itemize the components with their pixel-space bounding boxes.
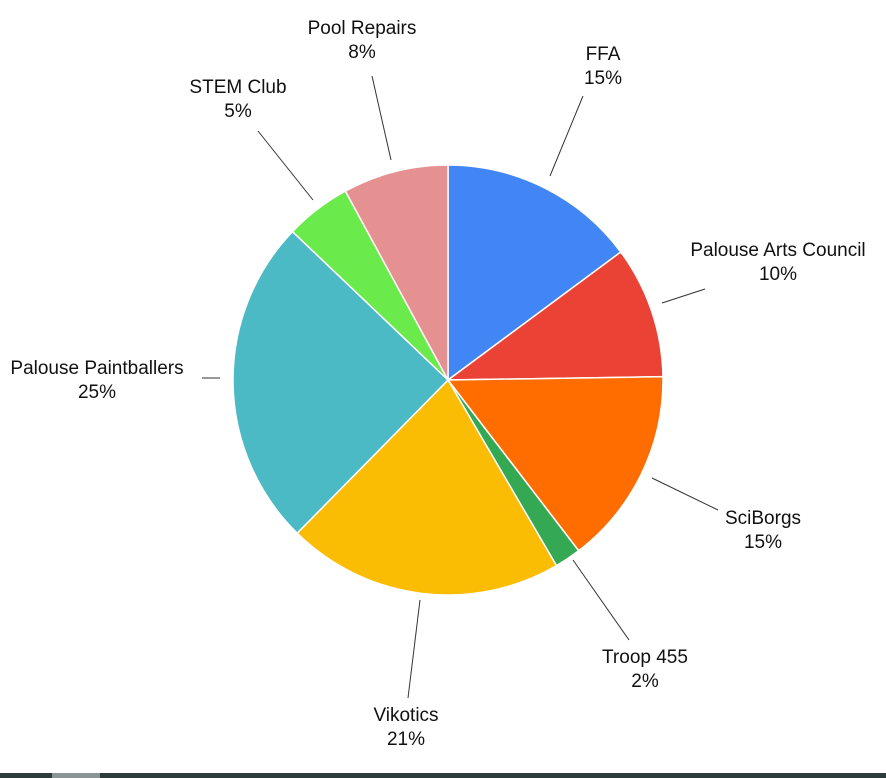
pie-slice-vikotics [296, 378, 558, 596]
slice-name-sciborgs: SciBorgs [725, 508, 801, 529]
slice-label-troop-455: Troop 455 2% [602, 647, 688, 692]
slice-name-pool-repairs: Pool Repairs [308, 18, 417, 39]
slice-labels: FFA 15% Palouse Arts Council 10% SciBorgs 15%… [10, 18, 865, 750]
leader-line-palouse-arts-council [661, 288, 706, 304]
slice-label-ffa: FFA 15% [584, 44, 622, 89]
window-bottom-bar-highlight [52, 773, 100, 778]
slice-percent-palouse-paintballers: 25% [78, 382, 116, 403]
slice-percent-vikotics: 21% [387, 729, 425, 750]
pie-slice-pool-repairs [344, 164, 449, 381]
slice-label-stem-club: STEM Club 5% [189, 77, 286, 122]
pie-slices [232, 164, 664, 596]
slice-percent-ffa: 15% [584, 68, 622, 89]
slice-name-vikotics: Vikotics [373, 705, 438, 726]
slice-label-palouse-paintballers: Palouse Paintballers 25% [10, 358, 183, 403]
leader-line-troop-455 [572, 559, 630, 641]
slice-name-palouse-paintballers: Palouse Paintballers [10, 358, 183, 379]
slice-label-vikotics: Vikotics 21% [373, 705, 438, 750]
slice-percent-sciborgs: 15% [744, 532, 782, 553]
leader-line-stem-club [257, 130, 314, 201]
slice-percent-troop-455: 2% [631, 671, 659, 692]
pie-slice-ffa [447, 164, 622, 382]
leader-lines [202, 75, 719, 699]
slice-name-ffa: FFA [586, 44, 621, 65]
slice-percent-palouse-arts-council: 10% [759, 264, 797, 285]
leader-line-pool-repairs [371, 75, 392, 161]
slice-percent-pool-repairs: 8% [348, 42, 376, 63]
leader-line-sciborgs [651, 477, 719, 511]
slice-label-sciborgs: SciBorgs 15% [725, 508, 801, 553]
pie-slice-palouse-arts-council [445, 250, 664, 381]
slice-name-stem-club: STEM Club [189, 77, 286, 98]
slice-name-troop-455: Troop 455 [602, 647, 688, 668]
slice-label-palouse-arts-council: Palouse Arts Council 10% [690, 240, 865, 285]
slice-label-pool-repairs: Pool Repairs 8% [308, 18, 417, 63]
leader-line-vikotics [407, 599, 421, 699]
pie-slice-sciborgs [446, 375, 664, 552]
slice-name-palouse-arts-council: Palouse Arts Council [690, 240, 865, 261]
pie-slice-palouse-paintballers [232, 230, 450, 535]
leader-line-ffa [549, 95, 584, 177]
slice-percent-stem-club: 5% [224, 101, 252, 122]
window-bottom-bar [0, 773, 886, 778]
